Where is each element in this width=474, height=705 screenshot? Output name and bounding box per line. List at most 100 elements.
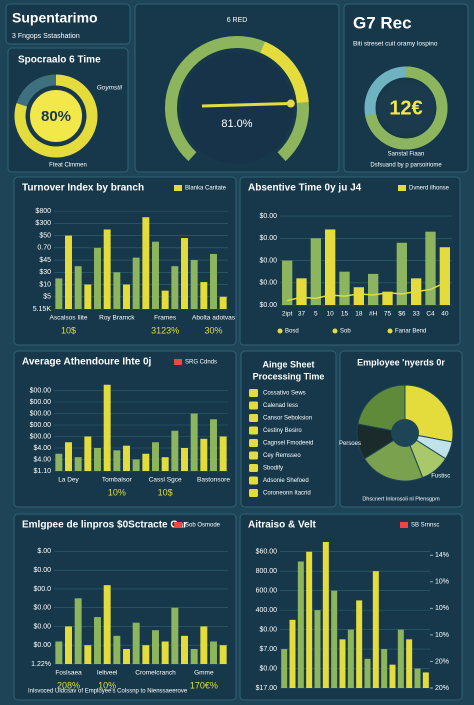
panel-footer: Fteat Clmmen — [49, 163, 87, 169]
y-tick-label: $.00 — [37, 548, 51, 555]
panel-footer: Dsfsuand by p parsoiriome — [370, 163, 442, 169]
gauge-needle — [201, 102, 291, 108]
bar — [142, 453, 150, 471]
legend-label: Blanka Caritate — [185, 186, 227, 192]
x-tick-label: Bastonsore — [197, 477, 230, 484]
pie-label: Fustisc — [431, 474, 450, 480]
y-tick-label: $0.00 — [259, 665, 277, 672]
legend-label: Sob Osmode — [185, 523, 221, 529]
x-tick-label: 2ipt — [282, 311, 293, 318]
legend-swatch — [398, 185, 406, 191]
y-tick-label: $45 — [39, 257, 51, 264]
bar — [74, 266, 82, 309]
y-tick-label: 400.00 — [256, 607, 278, 614]
bar — [281, 649, 288, 688]
gauge-arc — [14, 74, 98, 158]
x-tick-label: Frames — [154, 315, 177, 322]
bar — [132, 622, 140, 664]
list-item: Cey Remsseo — [263, 453, 301, 459]
list-item: Adsonie Shefoed — [263, 478, 309, 484]
panel-subtitle: Biti streset cuit oramy lospino — [353, 41, 438, 48]
y-tick-label: $30 — [39, 269, 51, 276]
bar — [219, 436, 227, 471]
y-tick-label: $0.00 — [33, 642, 51, 649]
bar — [113, 450, 121, 471]
y2-tick-label: 10% — [435, 632, 449, 639]
y-tick-label: $00.00 — [30, 433, 52, 440]
legend-swatch — [387, 328, 393, 334]
bar — [347, 629, 354, 688]
list-icon — [249, 389, 258, 397]
gauge-arc — [260, 41, 309, 104]
pie-label: Persoes — [339, 441, 361, 447]
x-tick-label: Roy Bramck — [99, 315, 135, 322]
legend-label: Fanar Bend — [395, 329, 426, 335]
gauge-center — [28, 88, 84, 144]
legend-label: Bosd — [285, 329, 299, 335]
bar — [414, 668, 421, 688]
bar — [190, 648, 198, 664]
panel-title: Aitraiso & Velt — [248, 520, 316, 531]
panel-title: Spocraalo 6 Time — [18, 55, 101, 66]
bar — [103, 585, 111, 664]
bar — [289, 619, 296, 688]
y-tick-label: 0.70 — [37, 245, 51, 252]
y-tick-label: $300 — [35, 220, 51, 227]
bar — [103, 229, 111, 309]
legend-swatch — [174, 185, 182, 191]
bar — [55, 453, 63, 471]
pie-hole — [391, 419, 419, 447]
panel-title: G7 Rec — [353, 13, 412, 32]
bar — [297, 561, 304, 688]
y-tick-label: $00.0 — [33, 586, 51, 593]
list-icon — [249, 464, 258, 472]
y-tick-label: 600.00 — [256, 588, 278, 595]
gauge-label: Sanstal Fiaan — [388, 152, 425, 158]
list-icon — [249, 489, 258, 497]
y-tick-label: $0.00 — [259, 302, 277, 309]
gauge-center — [378, 80, 434, 136]
panel-title: Processing Time — [253, 371, 325, 381]
bar — [152, 241, 159, 309]
list-icon — [249, 426, 258, 435]
list-icon — [249, 414, 258, 422]
line — [286, 282, 446, 302]
gauge-value: 80% — [41, 108, 71, 125]
x-tick-label: Gmme — [194, 670, 214, 677]
bar — [152, 442, 159, 471]
y2-tick-label: 20% — [435, 658, 449, 665]
y-tick-label: $7.00 — [259, 646, 277, 653]
bar — [190, 260, 198, 309]
panel-title: Turnover Index by branch — [22, 183, 144, 194]
bar — [422, 672, 429, 688]
x-tick-label: 33 — [413, 311, 421, 318]
y-tick-label: $4.00 — [33, 445, 51, 452]
legend-swatch — [174, 359, 182, 365]
panel-title: Absentive Time 0y ju J4 — [248, 183, 362, 194]
x-tick-label: Cromelcranch — [135, 670, 176, 677]
bar — [171, 266, 179, 309]
x-sublabel: 208% — [57, 680, 80, 690]
bar — [200, 626, 208, 664]
bar — [142, 645, 150, 664]
x-tick-label: 5 — [314, 311, 318, 318]
list-icon — [249, 401, 258, 410]
bar — [161, 641, 169, 664]
bar — [103, 384, 111, 471]
bar — [94, 617, 101, 664]
x-tick-label: Abolta adotvas — [192, 315, 236, 322]
x-tick-label: 40 — [441, 311, 449, 318]
list-item: Calenad Iess — [263, 403, 298, 409]
x-tick-label: Tombalsor — [102, 477, 133, 484]
y-tick-label: $0.00 — [259, 213, 277, 220]
bar — [364, 658, 371, 688]
bar — [219, 645, 227, 664]
bar — [84, 436, 92, 471]
bar — [74, 598, 82, 664]
gauge-face — [181, 52, 293, 164]
panel-title: Average Athendoure Ihte 0j — [22, 357, 152, 368]
bar — [171, 430, 179, 471]
list-icon — [249, 451, 258, 460]
y-tick-label: 5.15K — [33, 306, 52, 313]
